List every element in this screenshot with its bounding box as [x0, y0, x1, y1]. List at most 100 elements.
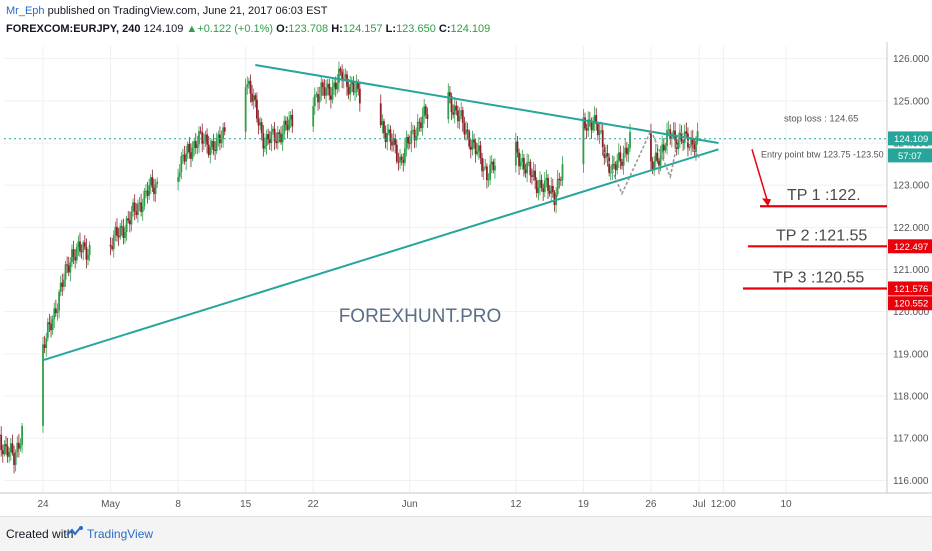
candle-body	[150, 177, 152, 185]
candle-body	[127, 218, 129, 220]
candle-body	[49, 322, 51, 324]
candle-body	[457, 110, 459, 121]
x-tick-label: 22	[308, 499, 320, 510]
candle-body	[256, 100, 258, 119]
candle-body	[84, 242, 86, 247]
candle-body	[148, 185, 150, 196]
candle-body	[251, 94, 253, 102]
candle-body	[661, 144, 663, 152]
candle-body	[124, 232, 126, 238]
candle-body	[415, 136, 417, 141]
candle-body	[656, 153, 658, 161]
x-tick-label: 24	[37, 499, 49, 510]
candle-body	[340, 69, 342, 72]
candle-body	[515, 142, 517, 166]
candle-body	[398, 161, 400, 162]
candle-body	[526, 162, 528, 173]
candle-body	[449, 92, 451, 96]
candle-body	[354, 92, 356, 93]
candle-body	[79, 241, 81, 251]
candle-body	[190, 152, 192, 159]
candle-body	[266, 134, 268, 146]
candle-body	[399, 157, 401, 163]
candle-body	[134, 203, 136, 212]
candle-body	[270, 132, 272, 143]
candle-body	[624, 148, 626, 153]
candle-body	[549, 191, 551, 194]
candle-body	[258, 119, 260, 126]
candle-body	[290, 115, 292, 120]
candle-body	[486, 166, 488, 180]
candle-body	[60, 283, 62, 292]
candle-body	[198, 131, 200, 144]
candle-body	[61, 283, 63, 287]
tradingview-brand[interactable]: TradingView	[87, 527, 153, 541]
candle-body	[592, 123, 594, 130]
candle-body	[423, 106, 425, 116]
countdown-box: 57:07	[898, 151, 922, 162]
target-price-box: 122.497	[894, 242, 928, 253]
candle-body	[217, 134, 219, 138]
candle-body	[541, 180, 543, 188]
candle-body	[73, 249, 75, 257]
candle-body	[68, 265, 70, 272]
candle-body	[359, 89, 361, 104]
candle-body	[209, 147, 211, 155]
candle-body	[15, 452, 17, 465]
candle-body	[528, 162, 530, 163]
candle-body	[21, 426, 23, 445]
candle-body	[87, 255, 89, 260]
candle-body	[404, 148, 406, 163]
candle-body	[119, 226, 121, 237]
candle-body	[534, 171, 536, 181]
y-tick-label: 116.000	[893, 476, 929, 487]
candle-body	[264, 146, 266, 149]
candle-body	[143, 191, 145, 206]
candle-body	[277, 132, 279, 143]
candle-body	[460, 110, 462, 116]
candle-body	[42, 344, 44, 425]
candle-body	[539, 180, 541, 188]
candle-body	[390, 129, 392, 141]
candle-body	[494, 166, 496, 171]
candle-body	[560, 180, 562, 181]
candle-body	[328, 84, 330, 96]
footer: Created with TradingView	[0, 516, 932, 551]
candle-body	[385, 133, 387, 142]
candle-body	[557, 179, 559, 194]
candle-body	[50, 324, 52, 330]
candle-body	[586, 128, 588, 130]
candle-body	[602, 130, 604, 147]
candle-body	[272, 129, 274, 132]
candle-body	[518, 153, 520, 167]
candle-body	[13, 453, 15, 465]
candle-body	[179, 172, 181, 177]
candle-body	[63, 280, 65, 287]
candle-body	[254, 95, 256, 99]
candle-body	[2, 450, 4, 454]
candle-body	[465, 130, 467, 135]
candle-body	[4, 444, 6, 454]
candle-body	[7, 446, 9, 457]
candle-body	[412, 130, 414, 131]
y-tick-label: 119.000	[893, 349, 929, 360]
candle-body	[57, 311, 59, 313]
candle-body	[0, 435, 2, 450]
candle-body	[410, 131, 412, 144]
candle-body	[324, 87, 326, 96]
candle-body	[491, 162, 493, 165]
candle-body	[77, 241, 79, 247]
y-tick-label: 123.000	[893, 181, 930, 192]
candle-body	[45, 338, 47, 348]
candle-body	[401, 157, 403, 160]
candle-body	[52, 319, 54, 330]
candle-body	[629, 132, 631, 148]
candle-body	[58, 292, 60, 311]
candle-body	[476, 151, 478, 154]
candle-body	[619, 152, 621, 161]
candle-body	[123, 227, 125, 238]
candle-body	[356, 82, 358, 92]
candle-body	[618, 152, 620, 160]
candle-body	[283, 121, 285, 134]
